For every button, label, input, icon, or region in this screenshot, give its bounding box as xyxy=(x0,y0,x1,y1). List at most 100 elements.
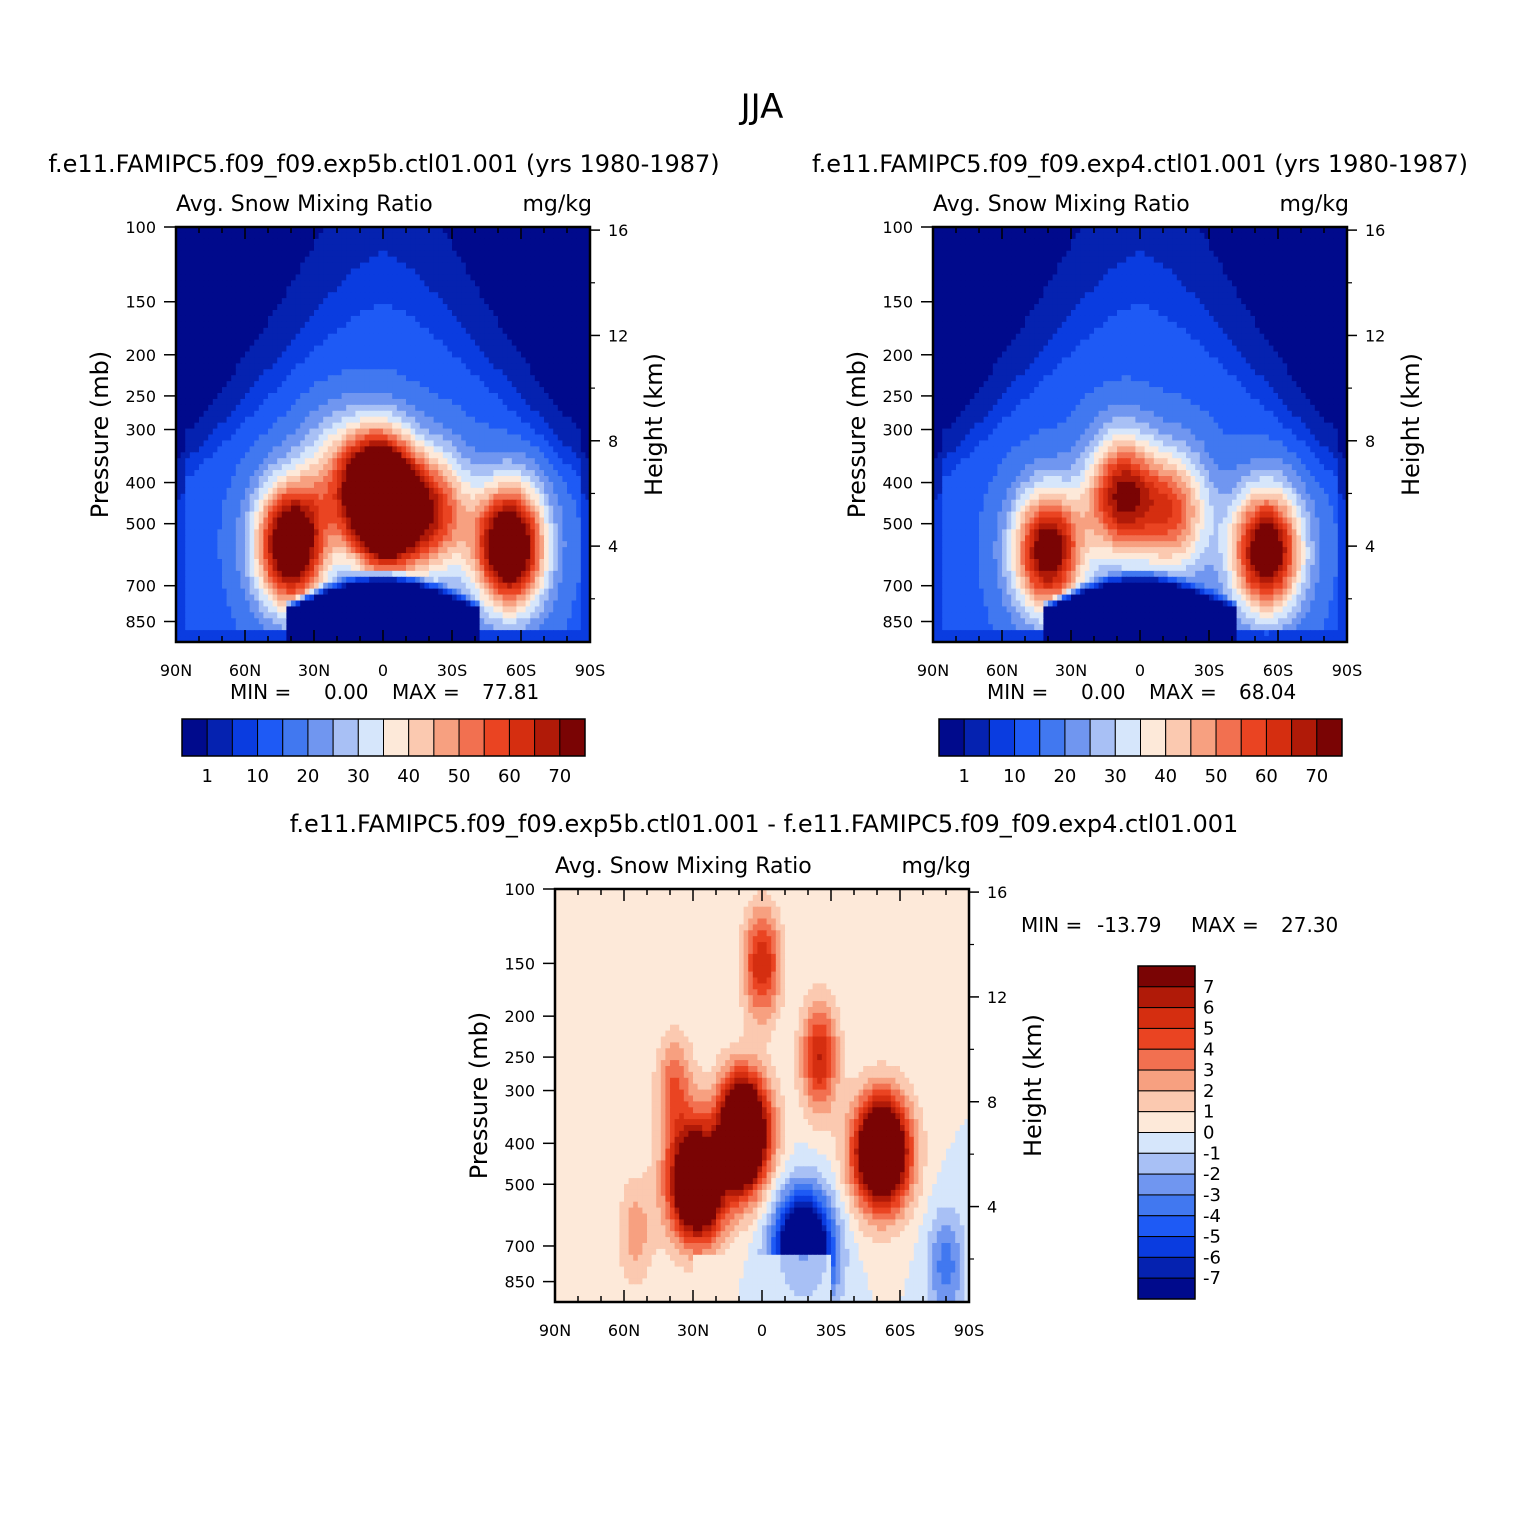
field-cell xyxy=(314,357,319,364)
field-cell xyxy=(254,346,259,353)
field-cell xyxy=(300,274,305,281)
field-cell xyxy=(484,239,489,246)
field-cell xyxy=(240,257,245,264)
field-cell xyxy=(374,340,379,347)
field-cell xyxy=(291,346,296,353)
field-cell xyxy=(319,257,324,264)
field-cell xyxy=(319,251,324,258)
field-cell xyxy=(521,292,526,299)
field-cell xyxy=(526,233,531,240)
field-cell xyxy=(360,298,365,305)
field-cell xyxy=(337,274,342,281)
field-cell xyxy=(503,298,508,305)
field-cell xyxy=(572,352,577,359)
field-cell xyxy=(332,233,337,240)
field-cell xyxy=(309,292,314,299)
field-cell xyxy=(526,257,531,264)
field-cell xyxy=(250,274,255,281)
field-cell xyxy=(351,269,356,276)
field-cell xyxy=(185,298,190,305)
field-cell xyxy=(466,251,471,258)
field-cell xyxy=(365,239,370,246)
field-cell xyxy=(503,233,508,240)
field-cell xyxy=(567,251,572,258)
field-cell xyxy=(323,304,328,311)
field-cell xyxy=(296,352,301,359)
field-cell xyxy=(365,316,370,323)
field-cell xyxy=(337,298,342,305)
field-cell xyxy=(213,316,218,323)
field-cell xyxy=(443,274,448,281)
field-cell xyxy=(300,340,305,347)
field-cell xyxy=(576,322,581,329)
field-cell xyxy=(475,257,480,264)
field-cell xyxy=(374,292,379,299)
field-cell xyxy=(392,263,397,270)
field-cell xyxy=(470,257,475,264)
field-cell xyxy=(493,269,498,276)
field-cell xyxy=(516,328,521,335)
field-cell xyxy=(576,340,581,347)
field-cell xyxy=(259,286,264,293)
field-cell xyxy=(388,263,393,270)
field-cell xyxy=(447,269,452,276)
field-cell xyxy=(332,310,337,317)
field-cell xyxy=(544,251,549,258)
field-cell xyxy=(355,274,360,281)
field-cell xyxy=(346,298,351,305)
field-cell xyxy=(406,304,411,311)
field-cell xyxy=(424,310,429,317)
field-cell xyxy=(553,316,558,323)
field-cell xyxy=(512,274,517,281)
field-cell xyxy=(457,263,462,270)
field-cell xyxy=(309,340,314,347)
field-cell xyxy=(199,298,204,305)
field-cell xyxy=(452,263,457,270)
field-cell xyxy=(392,340,397,347)
field-cell xyxy=(181,316,186,323)
field-cell xyxy=(512,334,517,341)
field-cell xyxy=(365,298,370,305)
field-cell xyxy=(328,269,333,276)
field-cell xyxy=(401,310,406,317)
field-cell xyxy=(544,340,549,347)
field-cell xyxy=(461,334,466,341)
field-cell xyxy=(332,286,337,293)
field-cell xyxy=(447,280,452,287)
field-cell xyxy=(576,298,581,305)
field-cell xyxy=(424,257,429,264)
field-cell xyxy=(296,280,301,287)
field-cell xyxy=(231,310,236,317)
field-cell xyxy=(217,239,222,246)
field-cell xyxy=(190,269,195,276)
field-cell xyxy=(535,298,540,305)
field-cell xyxy=(457,280,462,287)
field-cell xyxy=(553,292,558,299)
field-cell xyxy=(300,357,305,364)
field-cell xyxy=(236,334,241,341)
field-cell xyxy=(254,280,259,287)
field-cell xyxy=(273,328,278,335)
field-cell xyxy=(401,316,406,323)
field-cell xyxy=(424,269,429,276)
field-cell xyxy=(443,257,448,264)
field-cell xyxy=(236,304,241,311)
field-cell xyxy=(332,298,337,305)
field-cell xyxy=(199,322,204,329)
field-cell xyxy=(429,340,434,347)
field-cell xyxy=(337,352,342,359)
field-cell xyxy=(323,328,328,335)
field-cell xyxy=(397,245,402,252)
field-cell xyxy=(401,340,406,347)
field-cell xyxy=(498,239,503,246)
field-cell xyxy=(213,233,218,240)
field-cell xyxy=(461,251,466,258)
field-cell xyxy=(185,280,190,287)
field-cell xyxy=(493,298,498,305)
field-cell xyxy=(236,298,241,305)
field-cell xyxy=(434,292,439,299)
field-cell xyxy=(199,340,204,347)
field-cell xyxy=(558,352,563,359)
field-cell xyxy=(263,298,268,305)
field-cell xyxy=(296,251,301,258)
